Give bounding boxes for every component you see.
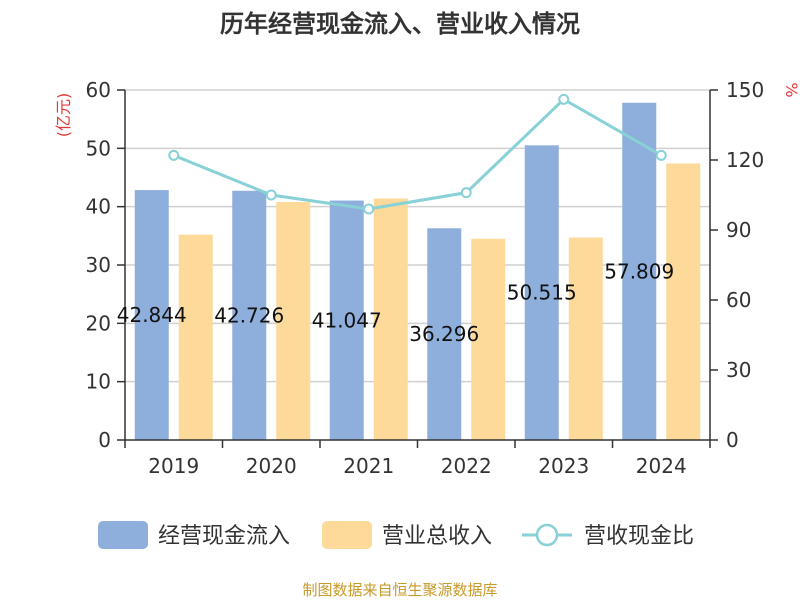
ratio-point bbox=[655, 149, 667, 161]
ratio-point bbox=[265, 189, 277, 201]
x-tick-label: 2019 bbox=[148, 454, 199, 478]
legend-label: 营业总收入 bbox=[382, 524, 492, 549]
bar-revenue bbox=[471, 238, 506, 440]
left-tick-label: 10 bbox=[86, 370, 111, 394]
bar-cash-inflow bbox=[329, 200, 364, 440]
ratio-point bbox=[168, 149, 180, 161]
legend-label: 经营现金流入 bbox=[158, 524, 290, 549]
data-label: 50.515 bbox=[507, 281, 577, 305]
bar-cash-inflow bbox=[427, 228, 462, 440]
data-label: 42.844 bbox=[117, 303, 187, 327]
data-label: 57.809 bbox=[604, 259, 674, 283]
right-tick-label: 0 bbox=[726, 428, 739, 452]
chart-title: 历年经营现金流入、营业收入情况 bbox=[220, 10, 580, 38]
bar-revenue bbox=[568, 237, 603, 440]
left-tick-label: 30 bbox=[86, 253, 111, 277]
source-note: 制图数据来自恒生聚源数据库 bbox=[302, 581, 497, 599]
left-axis-unit: (亿元) bbox=[54, 93, 73, 138]
data-label: 42.726 bbox=[214, 303, 284, 327]
bar-cash-inflow bbox=[134, 190, 169, 440]
data-label: 36.296 bbox=[409, 322, 479, 346]
right-tick-label: 60 bbox=[726, 288, 751, 312]
bar-revenue bbox=[373, 198, 408, 440]
ratio-line bbox=[168, 93, 667, 215]
left-tick-label: 50 bbox=[86, 136, 111, 160]
grid bbox=[125, 89, 710, 383]
x-tick-label: 2022 bbox=[441, 454, 492, 478]
x-tick-label: 2020 bbox=[246, 454, 297, 478]
x-tick-label: 2023 bbox=[538, 454, 589, 478]
left-tick-label: 40 bbox=[86, 195, 111, 219]
legend-marker bbox=[535, 523, 559, 547]
bars bbox=[134, 102, 701, 441]
right-tick-label: 150 bbox=[726, 78, 764, 102]
right-tick-label: 90 bbox=[726, 218, 751, 242]
axes: 0 10 20 30 40 50 60 0 30 60 90 120 150 2019 2020 2021 20… bbox=[86, 78, 765, 478]
data-label: 41.047 bbox=[312, 308, 382, 332]
x-tick-label: 2021 bbox=[343, 454, 394, 478]
left-tick-label: 20 bbox=[86, 311, 111, 335]
right-tick-label: 30 bbox=[726, 358, 751, 382]
right-axis-unit: % bbox=[782, 82, 800, 97]
bar-cash-inflow bbox=[232, 190, 267, 440]
ratio-point bbox=[558, 93, 570, 105]
ratio-point bbox=[460, 187, 472, 199]
legend-label: 营收现金比 bbox=[584, 524, 694, 549]
legend-swatch bbox=[322, 521, 372, 549]
bar-cash-inflow bbox=[524, 145, 559, 440]
ratio-line-path bbox=[173, 97, 662, 211]
ratio-point bbox=[363, 203, 375, 215]
bar-cash-inflow bbox=[622, 102, 657, 441]
left-tick-label: 60 bbox=[86, 78, 111, 102]
right-tick-label: 120 bbox=[726, 148, 764, 172]
x-tick-label: 2024 bbox=[636, 454, 687, 478]
legend-swatch bbox=[98, 521, 148, 549]
bar-revenue bbox=[276, 202, 311, 440]
bar-revenue bbox=[178, 234, 213, 440]
value-labels: 42.844 42.726 41.047 36.296 50.515 57.809 bbox=[117, 259, 674, 346]
left-tick-label: 0 bbox=[98, 428, 111, 452]
bar-revenue bbox=[666, 163, 701, 440]
legend: 经营现金流入 营业总收入 营收现金比 bbox=[98, 521, 694, 549]
